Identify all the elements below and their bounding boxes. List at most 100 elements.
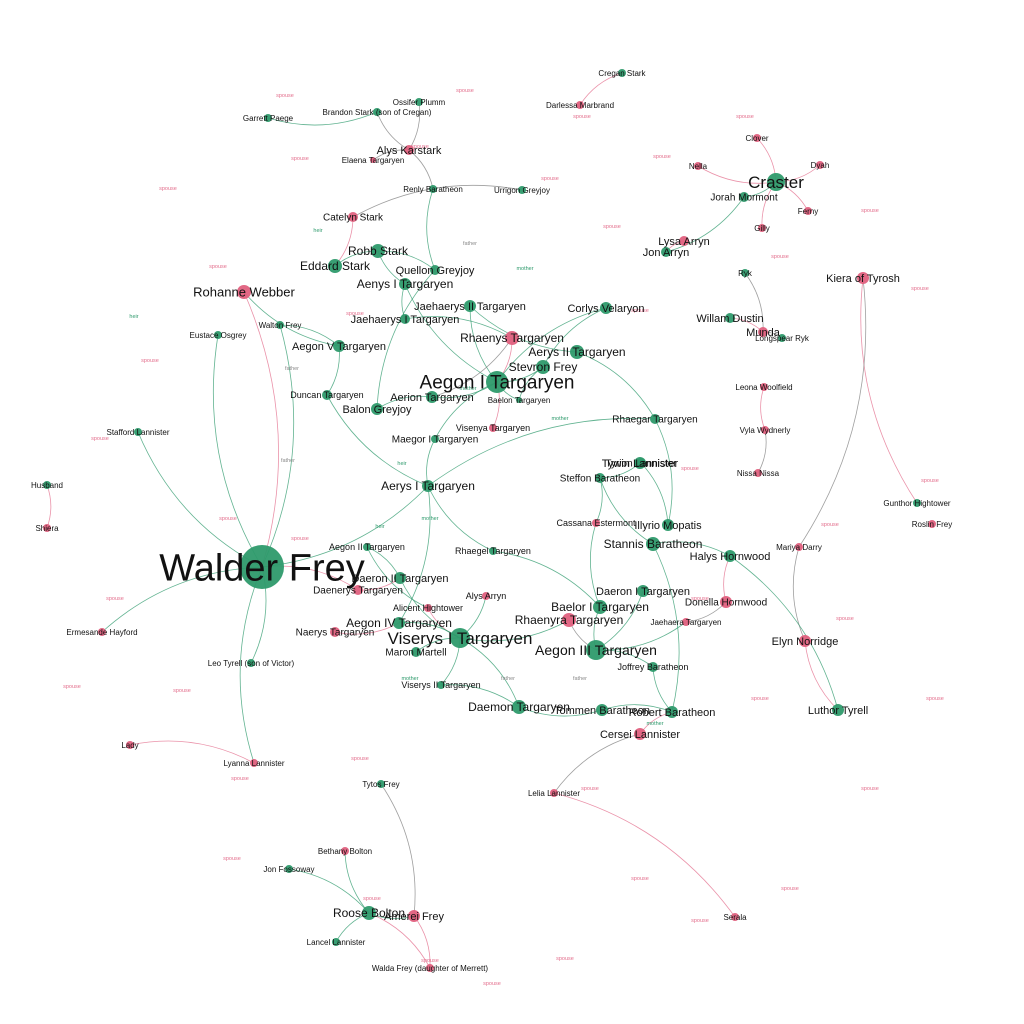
node-alys_k[interactable] bbox=[404, 145, 414, 155]
node-rohanne[interactable] bbox=[237, 285, 251, 299]
node-alicent[interactable] bbox=[424, 604, 432, 612]
node-dyah[interactable] bbox=[816, 161, 824, 169]
node-ossifer[interactable] bbox=[415, 98, 423, 106]
node-jaehaerys2[interactable] bbox=[464, 300, 476, 312]
node-steffon[interactable] bbox=[595, 473, 605, 483]
node-lysa[interactable] bbox=[679, 236, 689, 246]
node-ermesande[interactable] bbox=[98, 628, 106, 636]
node-lyanna[interactable] bbox=[250, 759, 258, 767]
node-jon_fossoway[interactable] bbox=[285, 865, 293, 873]
node-halys[interactable] bbox=[724, 550, 736, 562]
node-luthor[interactable] bbox=[832, 704, 844, 716]
node-jorah[interactable] bbox=[739, 192, 749, 202]
node-rhaenyra[interactable] bbox=[562, 613, 576, 627]
node-stannis[interactable] bbox=[646, 537, 660, 551]
node-jaehaera[interactable] bbox=[682, 618, 690, 626]
node-aegon3[interactable] bbox=[586, 640, 606, 660]
node-ferny[interactable] bbox=[804, 207, 812, 215]
node-stafford[interactable] bbox=[134, 428, 142, 436]
node-duncan[interactable] bbox=[322, 390, 332, 400]
node-gilly[interactable] bbox=[758, 224, 766, 232]
node-alys_a[interactable] bbox=[482, 592, 490, 600]
node-quellon[interactable] bbox=[430, 265, 440, 275]
node-viserys1[interactable] bbox=[450, 628, 470, 648]
node-lady[interactable] bbox=[126, 741, 134, 749]
node-bethany_b[interactable] bbox=[341, 847, 349, 855]
node-viserys2[interactable] bbox=[437, 681, 445, 689]
node-robert[interactable] bbox=[666, 706, 678, 718]
node-leo_tyrell[interactable] bbox=[247, 659, 255, 667]
node-husband[interactable] bbox=[43, 481, 51, 489]
node-joffrey[interactable] bbox=[648, 662, 658, 672]
node-lancel[interactable] bbox=[332, 938, 340, 946]
node-roose[interactable] bbox=[362, 906, 376, 920]
node-willam[interactable] bbox=[725, 313, 735, 323]
node-ryk[interactable] bbox=[741, 269, 749, 277]
node-maron[interactable] bbox=[411, 647, 421, 657]
node-tommen[interactable] bbox=[596, 704, 608, 716]
node-baelor1[interactable] bbox=[593, 600, 607, 614]
node-daeron2[interactable] bbox=[394, 572, 406, 584]
node-clover[interactable] bbox=[753, 134, 761, 142]
node-tyrion[interactable] bbox=[636, 458, 646, 468]
node-daenerys[interactable] bbox=[353, 585, 363, 595]
node-eddard[interactable] bbox=[328, 259, 342, 273]
node-walder[interactable] bbox=[240, 545, 284, 589]
node-walton[interactable] bbox=[276, 321, 284, 329]
node-stevron[interactable] bbox=[536, 360, 550, 374]
node-elaena[interactable] bbox=[370, 157, 376, 163]
node-cregan[interactable] bbox=[618, 69, 626, 77]
node-aegon5[interactable] bbox=[333, 340, 345, 352]
node-leona[interactable] bbox=[760, 383, 768, 391]
node-longspear[interactable] bbox=[778, 334, 786, 342]
node-shiera[interactable] bbox=[43, 524, 51, 532]
node-mariya[interactable] bbox=[795, 543, 803, 551]
node-robb[interactable] bbox=[371, 244, 385, 258]
node-cersei[interactable] bbox=[634, 728, 646, 740]
node-maegor[interactable] bbox=[431, 435, 439, 443]
node-serala[interactable] bbox=[731, 913, 739, 921]
node-munda[interactable] bbox=[758, 327, 768, 337]
node-daemon[interactable] bbox=[512, 700, 526, 714]
node-walda[interactable] bbox=[426, 964, 434, 972]
node-nella[interactable] bbox=[694, 162, 702, 170]
node-baelon[interactable] bbox=[516, 397, 522, 403]
node-rhaenys[interactable] bbox=[505, 331, 519, 345]
node-cassana[interactable] bbox=[592, 519, 600, 527]
node-tytos[interactable] bbox=[377, 780, 385, 788]
node-aenys[interactable] bbox=[399, 278, 411, 290]
node-catelyn[interactable] bbox=[348, 212, 358, 222]
node-elyn[interactable] bbox=[799, 635, 811, 647]
node-visenya[interactable] bbox=[489, 424, 497, 432]
node-illyrio[interactable] bbox=[662, 519, 674, 531]
node-craster[interactable] bbox=[767, 173, 785, 191]
node-amerei[interactable] bbox=[408, 910, 420, 922]
node-renly[interactable] bbox=[429, 185, 437, 193]
node-daeron1[interactable] bbox=[637, 585, 649, 597]
node-corlys[interactable] bbox=[600, 302, 612, 314]
node-eustace[interactable] bbox=[214, 331, 222, 339]
node-garrett[interactable] bbox=[264, 114, 272, 122]
node-vyla[interactable] bbox=[761, 426, 769, 434]
node-aegon1[interactable] bbox=[486, 371, 508, 393]
node-jaehaerys1[interactable] bbox=[400, 314, 410, 324]
node-lelia[interactable] bbox=[550, 789, 558, 797]
node-kiera[interactable] bbox=[857, 272, 869, 284]
node-brandon[interactable] bbox=[373, 108, 381, 116]
node-roslin[interactable] bbox=[928, 520, 936, 528]
node-aerion[interactable] bbox=[426, 391, 438, 403]
node-rhaegel[interactable] bbox=[489, 547, 497, 555]
node-aegon2[interactable] bbox=[363, 543, 371, 551]
node-aerys2[interactable] bbox=[570, 345, 584, 359]
node-aegon4[interactable] bbox=[393, 617, 405, 629]
node-rhaegar[interactable] bbox=[650, 414, 660, 424]
node-nissa[interactable] bbox=[754, 469, 762, 477]
node-aerys1[interactable] bbox=[422, 480, 434, 492]
node-gunthor[interactable] bbox=[913, 499, 921, 507]
node-urrigon[interactable] bbox=[518, 186, 526, 194]
node-balon[interactable] bbox=[371, 403, 383, 415]
node-darlessa[interactable] bbox=[576, 101, 584, 109]
node-naerys[interactable] bbox=[330, 627, 340, 637]
node-jon_arryn[interactable] bbox=[661, 247, 671, 257]
node-donella[interactable] bbox=[720, 596, 732, 608]
